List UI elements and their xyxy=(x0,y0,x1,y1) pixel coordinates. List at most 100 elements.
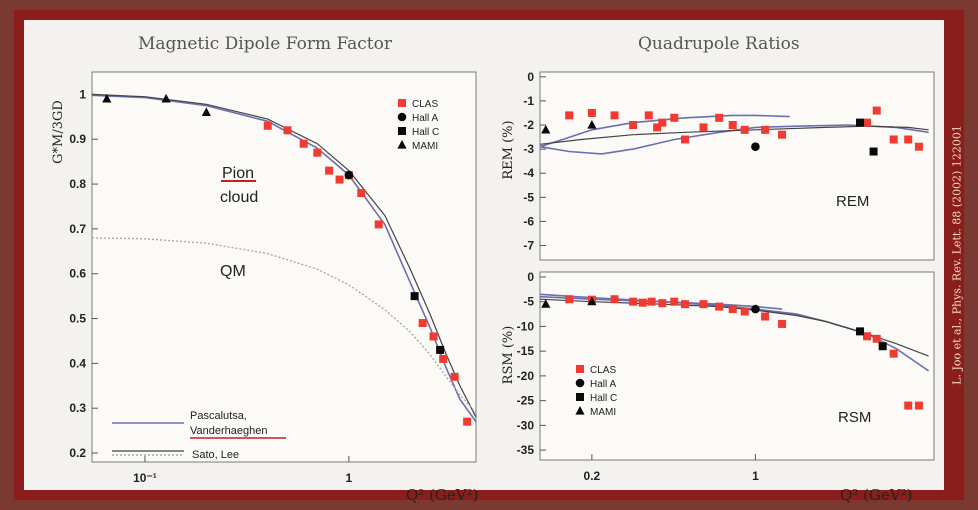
rem-clas-point-9 xyxy=(699,123,708,132)
rsm-xtick-label-1: 1 xyxy=(752,469,759,483)
rsm-clas-point-18 xyxy=(904,401,913,410)
dipole-clas-point-3 xyxy=(313,148,322,157)
rsm-xlabel: Q² (GeV²) xyxy=(840,486,913,504)
dipole-curve-0 xyxy=(91,94,477,423)
rsm-clas-point-10 xyxy=(715,302,724,311)
dipole-legend-label-2: Hall C xyxy=(412,127,439,138)
rsm-hall-c-point-1 xyxy=(878,342,887,351)
rsm-clas-point-19 xyxy=(914,401,923,410)
rem-clas-point-10 xyxy=(715,113,724,122)
rsm-curve-2 xyxy=(539,298,929,357)
dipole-title: Magnetic Dipole Form Factor xyxy=(138,34,392,54)
rem-ytick-label-0: 0 xyxy=(527,70,534,84)
rem-hall-c-point-1 xyxy=(869,147,878,156)
rem-clas-point-11 xyxy=(728,121,737,130)
rsm-ytick-label-3: -15 xyxy=(517,344,535,358)
rem-ytick-label-2: -2 xyxy=(523,118,534,132)
rem-clas-point-14 xyxy=(778,130,787,139)
dipole-plot-area xyxy=(91,71,477,463)
pion-label: Pion xyxy=(222,165,254,182)
rsm-clas-point-3 xyxy=(629,297,638,306)
rsm-clas-point-6 xyxy=(658,299,667,308)
dipole-hall-c-point-0 xyxy=(410,292,419,301)
rsm-clas-point-16 xyxy=(872,334,881,343)
dipole-ytick-label-8: 1 xyxy=(79,87,86,101)
rem-clas-point-16 xyxy=(872,106,881,115)
dipole-legend-marker-2 xyxy=(398,127,406,135)
rsm-legend-marker-0 xyxy=(576,365,584,373)
dipole-legend-label-0: CLAS xyxy=(412,99,438,110)
dipole-mami-point-1 xyxy=(161,93,171,103)
dipole-ytick-label-4: 0.6 xyxy=(69,267,86,281)
rsm-clas-point-8 xyxy=(680,300,689,309)
dipole-hall-a-point-0 xyxy=(344,170,354,180)
rsm-ytick-label-4: -20 xyxy=(517,369,535,383)
dipole-clas-point-0 xyxy=(263,121,272,130)
rsm-curve-1 xyxy=(539,293,930,372)
rsm-legend-label-1: Hall A xyxy=(590,379,616,390)
rsm-ytick-label-7: -35 xyxy=(517,443,535,457)
dipole-clas-point-4 xyxy=(325,166,334,175)
rem-clas-point-12 xyxy=(740,125,749,134)
rem-mami-point-1 xyxy=(587,120,597,129)
rsm-legend-label-2: Hall C xyxy=(590,393,617,404)
rsm-clas-point-5 xyxy=(647,297,656,306)
rem-hall-c-point-0 xyxy=(856,118,865,127)
rem-ytick-label-3: -3 xyxy=(523,142,534,156)
rsm-legend-marker-3 xyxy=(575,406,585,415)
rem-clas-point-8 xyxy=(680,135,689,144)
dipole-ytick-label-1: 0.3 xyxy=(69,401,86,415)
dipole-xtick-label-0: 10⁻¹ xyxy=(133,471,157,485)
rsm-legend-label-0: CLAS xyxy=(590,365,616,376)
rsm-clas-point-0 xyxy=(565,295,574,304)
rem-clas-point-5 xyxy=(653,123,662,132)
dipole-ytick-label-6: 0.8 xyxy=(69,177,86,191)
rem-ytick-label-5: -5 xyxy=(523,190,534,204)
dipole-curve-2 xyxy=(91,237,477,414)
rsm-ytick-label-2: -10 xyxy=(517,319,535,333)
rem-plot-area xyxy=(539,71,935,261)
rsm-clas-point-4 xyxy=(638,298,647,307)
rem-clas-point-2 xyxy=(610,111,619,120)
rem-clas-point-15 xyxy=(863,118,872,127)
dipole-legend-label-3: MAMI xyxy=(412,141,438,152)
dipole-ytick-label-3: 0.5 xyxy=(69,312,86,326)
rsm-clas-point-9 xyxy=(699,300,708,309)
rsm-clas-point-15 xyxy=(863,332,872,341)
dipole-clas-point-5 xyxy=(335,175,344,184)
rem-clas-point-19 xyxy=(914,142,923,151)
rsm-plot-area xyxy=(539,271,935,461)
rsm-mami-point-1 xyxy=(587,296,597,306)
dipole-ytick-label-5: 0.7 xyxy=(69,222,86,236)
rem-clas-point-18 xyxy=(904,135,913,144)
dipole-clas-point-8 xyxy=(374,220,383,229)
rem-clas-point-3 xyxy=(629,121,638,130)
rem-hall-a-point-0 xyxy=(751,142,760,152)
quadrupole-title: Quadrupole Ratios xyxy=(638,34,800,54)
rsm-clas-point-14 xyxy=(778,319,787,328)
rsm-clas-point-7 xyxy=(670,297,679,306)
rsm-panel-label: RSM xyxy=(838,409,871,426)
rem-mami-point-0 xyxy=(541,124,551,134)
rem-curve-2 xyxy=(539,125,929,145)
rem-clas-point-6 xyxy=(658,118,667,127)
rsm-legend-marker-1 xyxy=(575,378,585,388)
rem-clas-point-13 xyxy=(761,125,770,134)
dipole-clas-point-11 xyxy=(439,354,448,363)
rem-panel-label: REM xyxy=(836,193,869,210)
rsm-hall-c-point-0 xyxy=(856,327,865,336)
dipole-mami-point-0 xyxy=(102,93,112,103)
rsm-mami-point-0 xyxy=(541,299,551,308)
rsm-clas-point-17 xyxy=(889,349,898,358)
pv-legend-label-1: Pascalutsa, xyxy=(190,410,247,422)
dipole-legend-marker-1 xyxy=(397,112,407,122)
pv-legend-label-2: Vanderhaeghen xyxy=(190,425,267,437)
dipole-clas-point-1 xyxy=(283,126,292,135)
qm-label: QM xyxy=(220,263,246,280)
dipole-clas-point-9 xyxy=(418,319,427,328)
dipole-ytick-label-2: 0.4 xyxy=(69,356,86,370)
dipole-xtick-label-1: 1 xyxy=(346,471,353,485)
dipole-legend-marker-0 xyxy=(398,99,406,107)
rsm-xtick-label-0: 0.2 xyxy=(584,469,601,483)
